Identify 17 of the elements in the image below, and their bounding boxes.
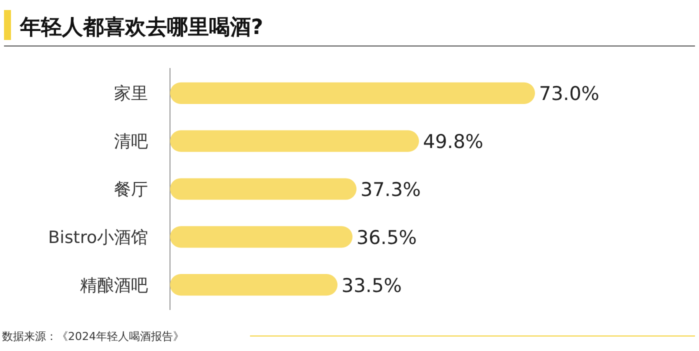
bar — [170, 226, 352, 248]
bar — [170, 178, 356, 200]
data-label: 33.5% — [342, 274, 402, 297]
chart-title: 年轻人都喜欢去哪里喝酒? — [19, 15, 264, 39]
y-tick-label: 精酿酒吧 — [80, 276, 148, 296]
y-tick-label: 清吧 — [114, 132, 148, 152]
y-tick-label: 餐厅 — [114, 180, 148, 200]
data-label: 37.3% — [360, 179, 421, 201]
data-label: 49.8% — [423, 131, 484, 154]
data-label: 36.5% — [356, 226, 417, 249]
y-tick-label: Bistro小酒馆 — [48, 228, 148, 248]
bar — [170, 130, 419, 152]
y-tick-label: 家里 — [114, 84, 148, 104]
bar — [170, 82, 535, 104]
source-note: 数据来源：《2024年轻人喝酒报告》 — [2, 330, 184, 343]
data-label: 73.0% — [539, 83, 600, 106]
bar — [170, 274, 338, 296]
